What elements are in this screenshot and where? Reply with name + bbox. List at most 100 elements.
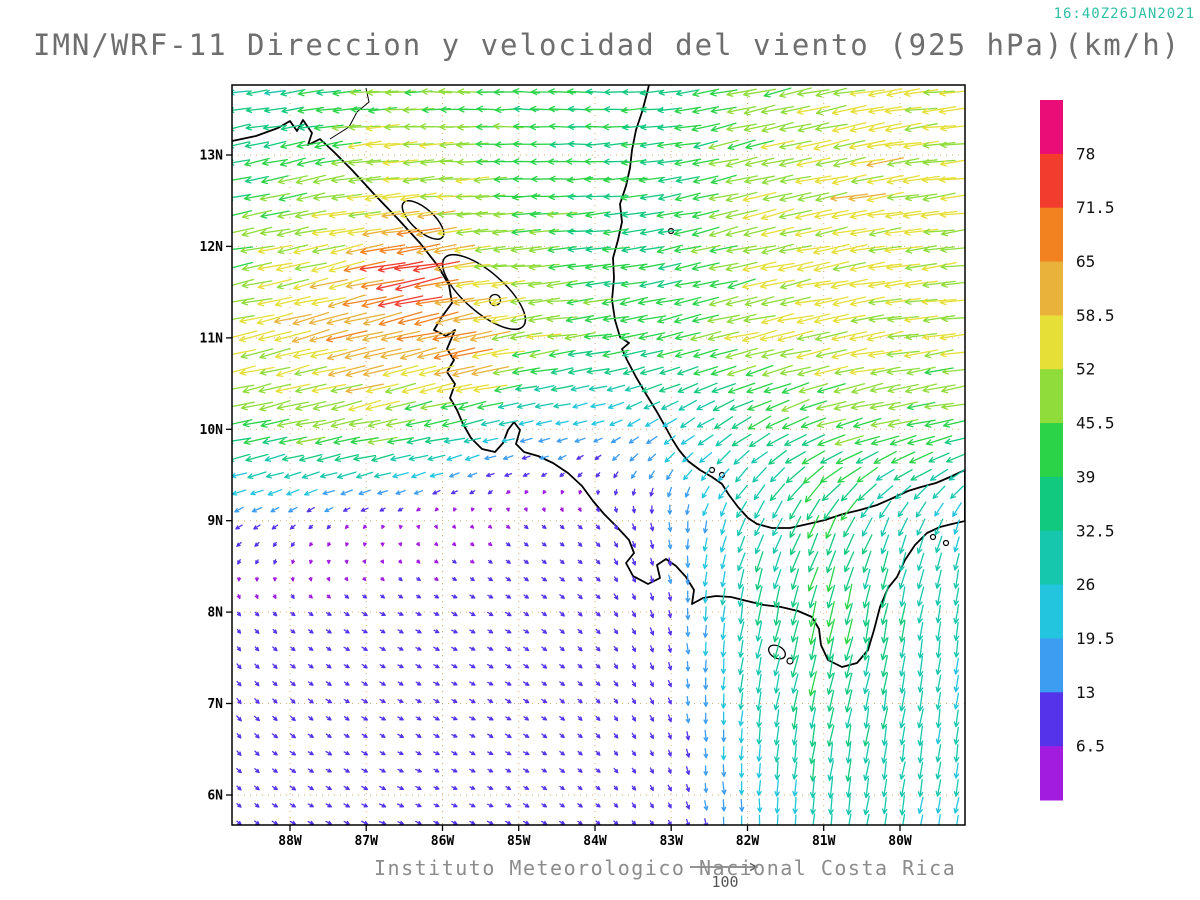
wind-arrow <box>451 733 458 738</box>
wind-arrow <box>942 368 965 375</box>
wind-arrow <box>613 680 619 687</box>
wind-arrow <box>278 192 308 202</box>
wind-arrow <box>415 646 422 651</box>
wind-arrow <box>631 820 637 825</box>
wind-arrow <box>362 576 367 582</box>
wind-arrow <box>703 677 709 690</box>
wind-arrow <box>850 106 885 115</box>
wind-arrow <box>416 559 421 564</box>
wind-arrow <box>759 330 796 342</box>
wind-arrow <box>631 610 637 618</box>
wind-arrow <box>762 364 793 377</box>
wind-arrow <box>762 192 793 202</box>
wind-arrow <box>840 498 859 521</box>
wind-arrow <box>523 646 530 652</box>
wind-arrow <box>725 209 758 220</box>
wind-arrow <box>888 401 919 411</box>
wind-arrow <box>863 795 870 816</box>
wind-arrow <box>656 331 684 341</box>
wind-arrow <box>863 619 870 644</box>
wind-arrow <box>272 715 278 722</box>
wind-arrow <box>808 584 818 609</box>
wind-arrow <box>432 489 441 495</box>
wind-arrow <box>935 604 942 624</box>
wind-arrow <box>402 141 435 148</box>
wind-arrow <box>917 725 924 747</box>
wind-arrow <box>420 401 453 411</box>
wind-arrow <box>809 742 817 765</box>
wind-arrow <box>361 294 404 308</box>
wind-arrow <box>419 176 454 184</box>
wind-arrow <box>848 193 887 202</box>
wind-arrow <box>290 629 296 634</box>
wind-arrow <box>398 577 403 582</box>
wind-arrow <box>433 594 440 599</box>
wind-arrow <box>439 141 470 149</box>
wind-arrow <box>826 600 835 628</box>
border-line <box>329 87 370 140</box>
wind-arrow <box>382 176 419 183</box>
wind-arrow <box>469 698 476 704</box>
wind-arrow <box>440 402 469 410</box>
wind-arrow <box>559 507 564 512</box>
wind-arrow <box>572 420 588 426</box>
wind-arrow <box>707 314 741 324</box>
wind-arrow <box>920 210 958 219</box>
wind-arrow <box>742 329 778 343</box>
wind-arrow <box>630 470 637 479</box>
wind-arrow <box>631 732 637 739</box>
wind-arrow <box>631 645 636 653</box>
wind-arrow <box>684 486 691 498</box>
wind-arrow <box>397 507 404 512</box>
wind-arrow <box>316 453 341 463</box>
wind-arrow <box>725 175 758 185</box>
wind-arrow <box>363 348 402 360</box>
lat-tick-label: 13N <box>200 149 224 164</box>
wind-arrow <box>868 245 903 254</box>
wind-arrow <box>649 557 655 566</box>
wind-arrow <box>612 453 620 461</box>
wind-arrow <box>523 524 529 530</box>
wind-arrow <box>790 602 800 626</box>
wind-arrow <box>950 485 964 499</box>
wind-arrow <box>674 141 701 149</box>
wind-arrow <box>505 663 512 669</box>
wind-arrow <box>867 279 903 289</box>
wind-arrow <box>506 524 511 529</box>
wind-arrow <box>862 601 870 627</box>
wind-arrow <box>948 468 965 481</box>
wind-arrow <box>712 399 735 412</box>
colorbar-tick-label: 65 <box>1076 252 1095 271</box>
wind-arrow <box>866 175 904 185</box>
wind-arrow <box>703 747 709 759</box>
wind-arrow <box>366 383 400 394</box>
wind-arrow <box>657 313 683 324</box>
wind-arrow <box>674 349 701 359</box>
wind-arrow <box>721 764 727 778</box>
wind-arrow <box>453 507 457 512</box>
wind-arrow <box>519 437 533 444</box>
wind-arrow <box>903 349 939 359</box>
wind-arrow <box>934 502 944 517</box>
wind-arrow <box>720 587 726 606</box>
wind-arrow <box>396 227 441 237</box>
wind-arrow <box>274 348 311 360</box>
wind-arrow <box>692 158 720 167</box>
wind-arrow <box>795 280 831 289</box>
wind-arrow <box>279 157 306 167</box>
wind-arrow <box>307 768 314 773</box>
colorbar-tick-label: 58.5 <box>1076 306 1115 325</box>
wind-arrow <box>870 435 900 446</box>
wind-arrow <box>381 194 420 201</box>
wind-arrow <box>595 594 601 600</box>
wind-arrow <box>720 502 727 517</box>
wind-arrow <box>667 697 672 705</box>
wind-arrow <box>628 436 640 444</box>
wind-arrow <box>844 636 854 662</box>
wind-arrow <box>539 455 549 460</box>
wind-arrow <box>546 280 578 289</box>
wind-arrow <box>827 707 835 730</box>
wind-arrow <box>416 507 421 512</box>
wind-arrow <box>737 552 746 572</box>
wind-arrow <box>451 594 458 599</box>
